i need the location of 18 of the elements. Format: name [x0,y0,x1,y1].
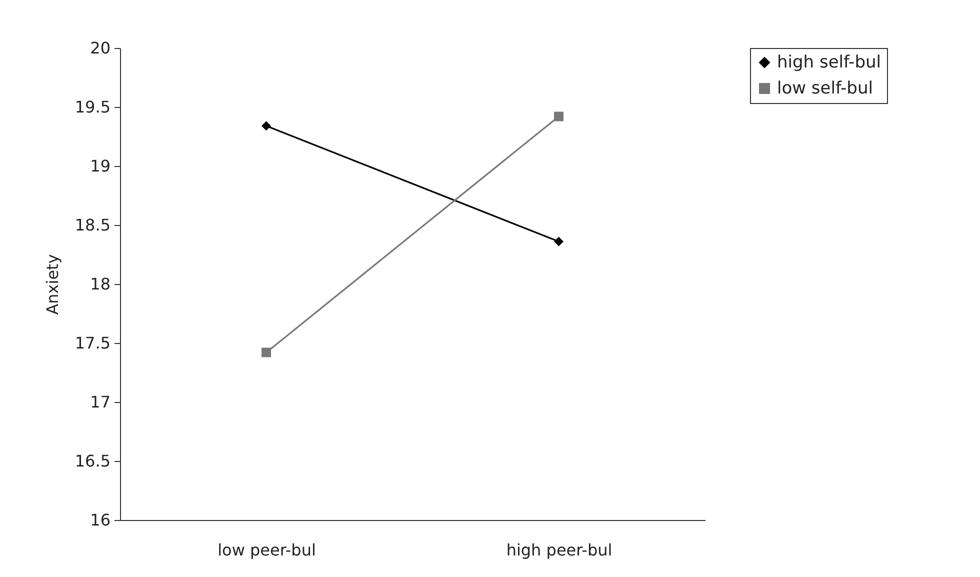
y-tick-label: 18 [90,274,110,294]
point [262,348,271,358]
y-tick-label: 20 [90,38,110,58]
legend-label: high self-bul [777,52,881,72]
y-tick-label: 19.5 [74,98,110,116]
point [554,236,564,246]
y-tick-label: 17.5 [74,334,110,352]
x-tick-label: low peer-bul [218,540,316,560]
y-tick-label: 17 [90,392,110,412]
y-tick-label: 18.5 [74,216,110,234]
legend-label: low self-bul [777,78,873,98]
y-tick-label: 16 [90,510,110,530]
x-tick-label: high peer-bul [506,540,612,560]
y-tick-label: 16.5 [74,452,110,470]
y-axis-title: Anxiety [42,254,62,315]
point [554,112,564,122]
point [262,121,271,131]
y-tick-label: 19 [90,156,110,176]
